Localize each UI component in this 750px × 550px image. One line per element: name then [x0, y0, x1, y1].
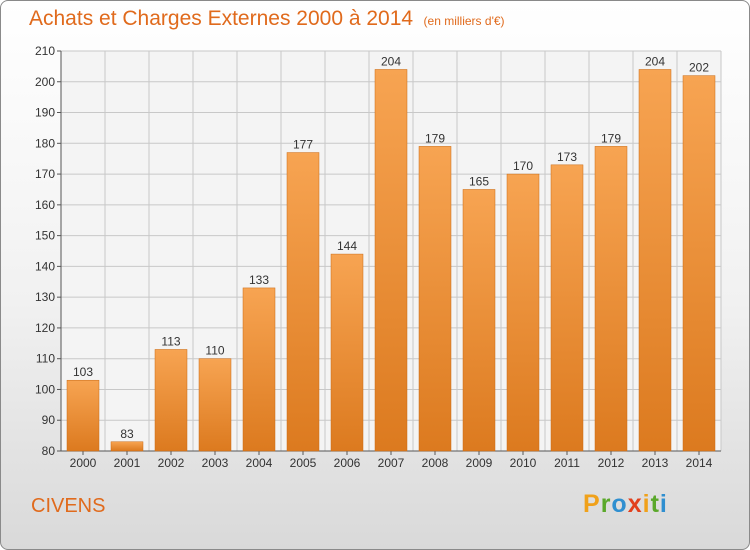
value-label-2004: 133	[249, 273, 269, 287]
value-label-2008: 179	[425, 131, 445, 145]
y-tick-label: 90	[42, 413, 56, 427]
y-tick-label: 170	[35, 167, 55, 181]
x-tick-label-2011: 2011	[554, 456, 580, 470]
y-tick-label: 180	[35, 136, 55, 150]
y-tick-label: 130	[35, 290, 55, 304]
city-name: CIVENS	[31, 495, 106, 517]
value-label-2003: 110	[205, 344, 224, 358]
x-tick-label-2007: 2007	[378, 456, 405, 470]
logo-letter: i	[642, 490, 651, 518]
logo-letter: P	[583, 490, 601, 518]
y-tick-label: 80	[42, 444, 56, 458]
value-label-2002: 113	[161, 334, 180, 348]
bar-2005	[286, 152, 320, 452]
value-label-2005: 177	[293, 138, 313, 152]
logo-letter: o	[611, 490, 628, 518]
chart-title: Achats et Charges Externes 2000 à 2014	[29, 7, 414, 30]
value-label-2007: 204	[381, 54, 401, 68]
bar-2007	[374, 69, 408, 452]
label-layer: 103 83 113 110 133 177 144 204 179 165 170 173 179 20…	[73, 54, 709, 440]
value-label-2012: 179	[601, 131, 621, 145]
y-tick-label: 150	[35, 229, 55, 243]
bar-2002	[154, 349, 188, 452]
bar-2011	[550, 164, 584, 452]
logo-letter: r	[600, 490, 612, 518]
logo-letter: i	[659, 490, 668, 518]
axis-layer: 8090100110120130140150160170180190200210…	[35, 44, 721, 470]
bar-2012	[594, 146, 628, 452]
x-tick-label-2005: 2005	[290, 456, 317, 470]
proxiti-logo: Proxiti	[583, 490, 668, 519]
x-tick-label-2008: 2008	[422, 456, 449, 470]
y-tick-label: 140	[35, 259, 55, 273]
value-label-2011: 173	[557, 150, 577, 164]
x-tick-label-2012: 2012	[598, 456, 625, 470]
y-tick-label: 160	[35, 198, 55, 212]
logo-letter: x	[627, 490, 643, 518]
y-tick-label: 100	[35, 382, 55, 396]
x-tick-label-2003: 2003	[202, 456, 229, 470]
bar-2008	[418, 146, 452, 452]
y-tick-label: 190	[35, 106, 55, 120]
x-tick-label-2006: 2006	[334, 456, 361, 470]
bar-2014	[682, 75, 716, 452]
bar-2000	[66, 379, 100, 452]
y-tick-label: 120	[35, 321, 55, 335]
bar-2001	[110, 441, 144, 452]
x-tick-label-2010: 2010	[510, 456, 537, 470]
value-label-2000: 103	[73, 365, 93, 379]
logo-letter: t	[650, 490, 660, 518]
bar-2009	[462, 189, 496, 452]
x-tick-label-2004: 2004	[246, 456, 273, 470]
value-label-2009: 165	[469, 174, 489, 188]
x-tick-label-2013: 2013	[642, 456, 669, 470]
bar-layer	[66, 69, 716, 452]
y-tick-label: 210	[35, 44, 55, 58]
bar-2004	[242, 287, 276, 452]
x-tick-label-2001: 2001	[114, 456, 141, 470]
bar-2003	[198, 358, 232, 452]
chart-subtitle: (en milliers d'€)	[423, 14, 505, 28]
y-tick-label: 200	[35, 75, 55, 89]
y-tick-label: 110	[36, 352, 55, 366]
bar-2010	[506, 173, 540, 452]
title-block: Achats et Charges Externes 2000 à 2014 (…	[29, 7, 505, 31]
x-tick-label-2002: 2002	[158, 456, 185, 470]
x-tick-label-2009: 2009	[466, 456, 493, 470]
value-label-2014: 202	[689, 61, 709, 75]
bar-2006	[330, 253, 364, 452]
x-tick-label-2014: 2014	[686, 456, 713, 470]
x-tick-label-2000: 2000	[70, 456, 97, 470]
bar-2013	[638, 69, 672, 452]
value-label-2001: 83	[120, 427, 134, 441]
value-label-2006: 144	[337, 239, 357, 253]
value-label-2010: 170	[513, 159, 533, 173]
value-label-2013: 204	[645, 54, 665, 68]
